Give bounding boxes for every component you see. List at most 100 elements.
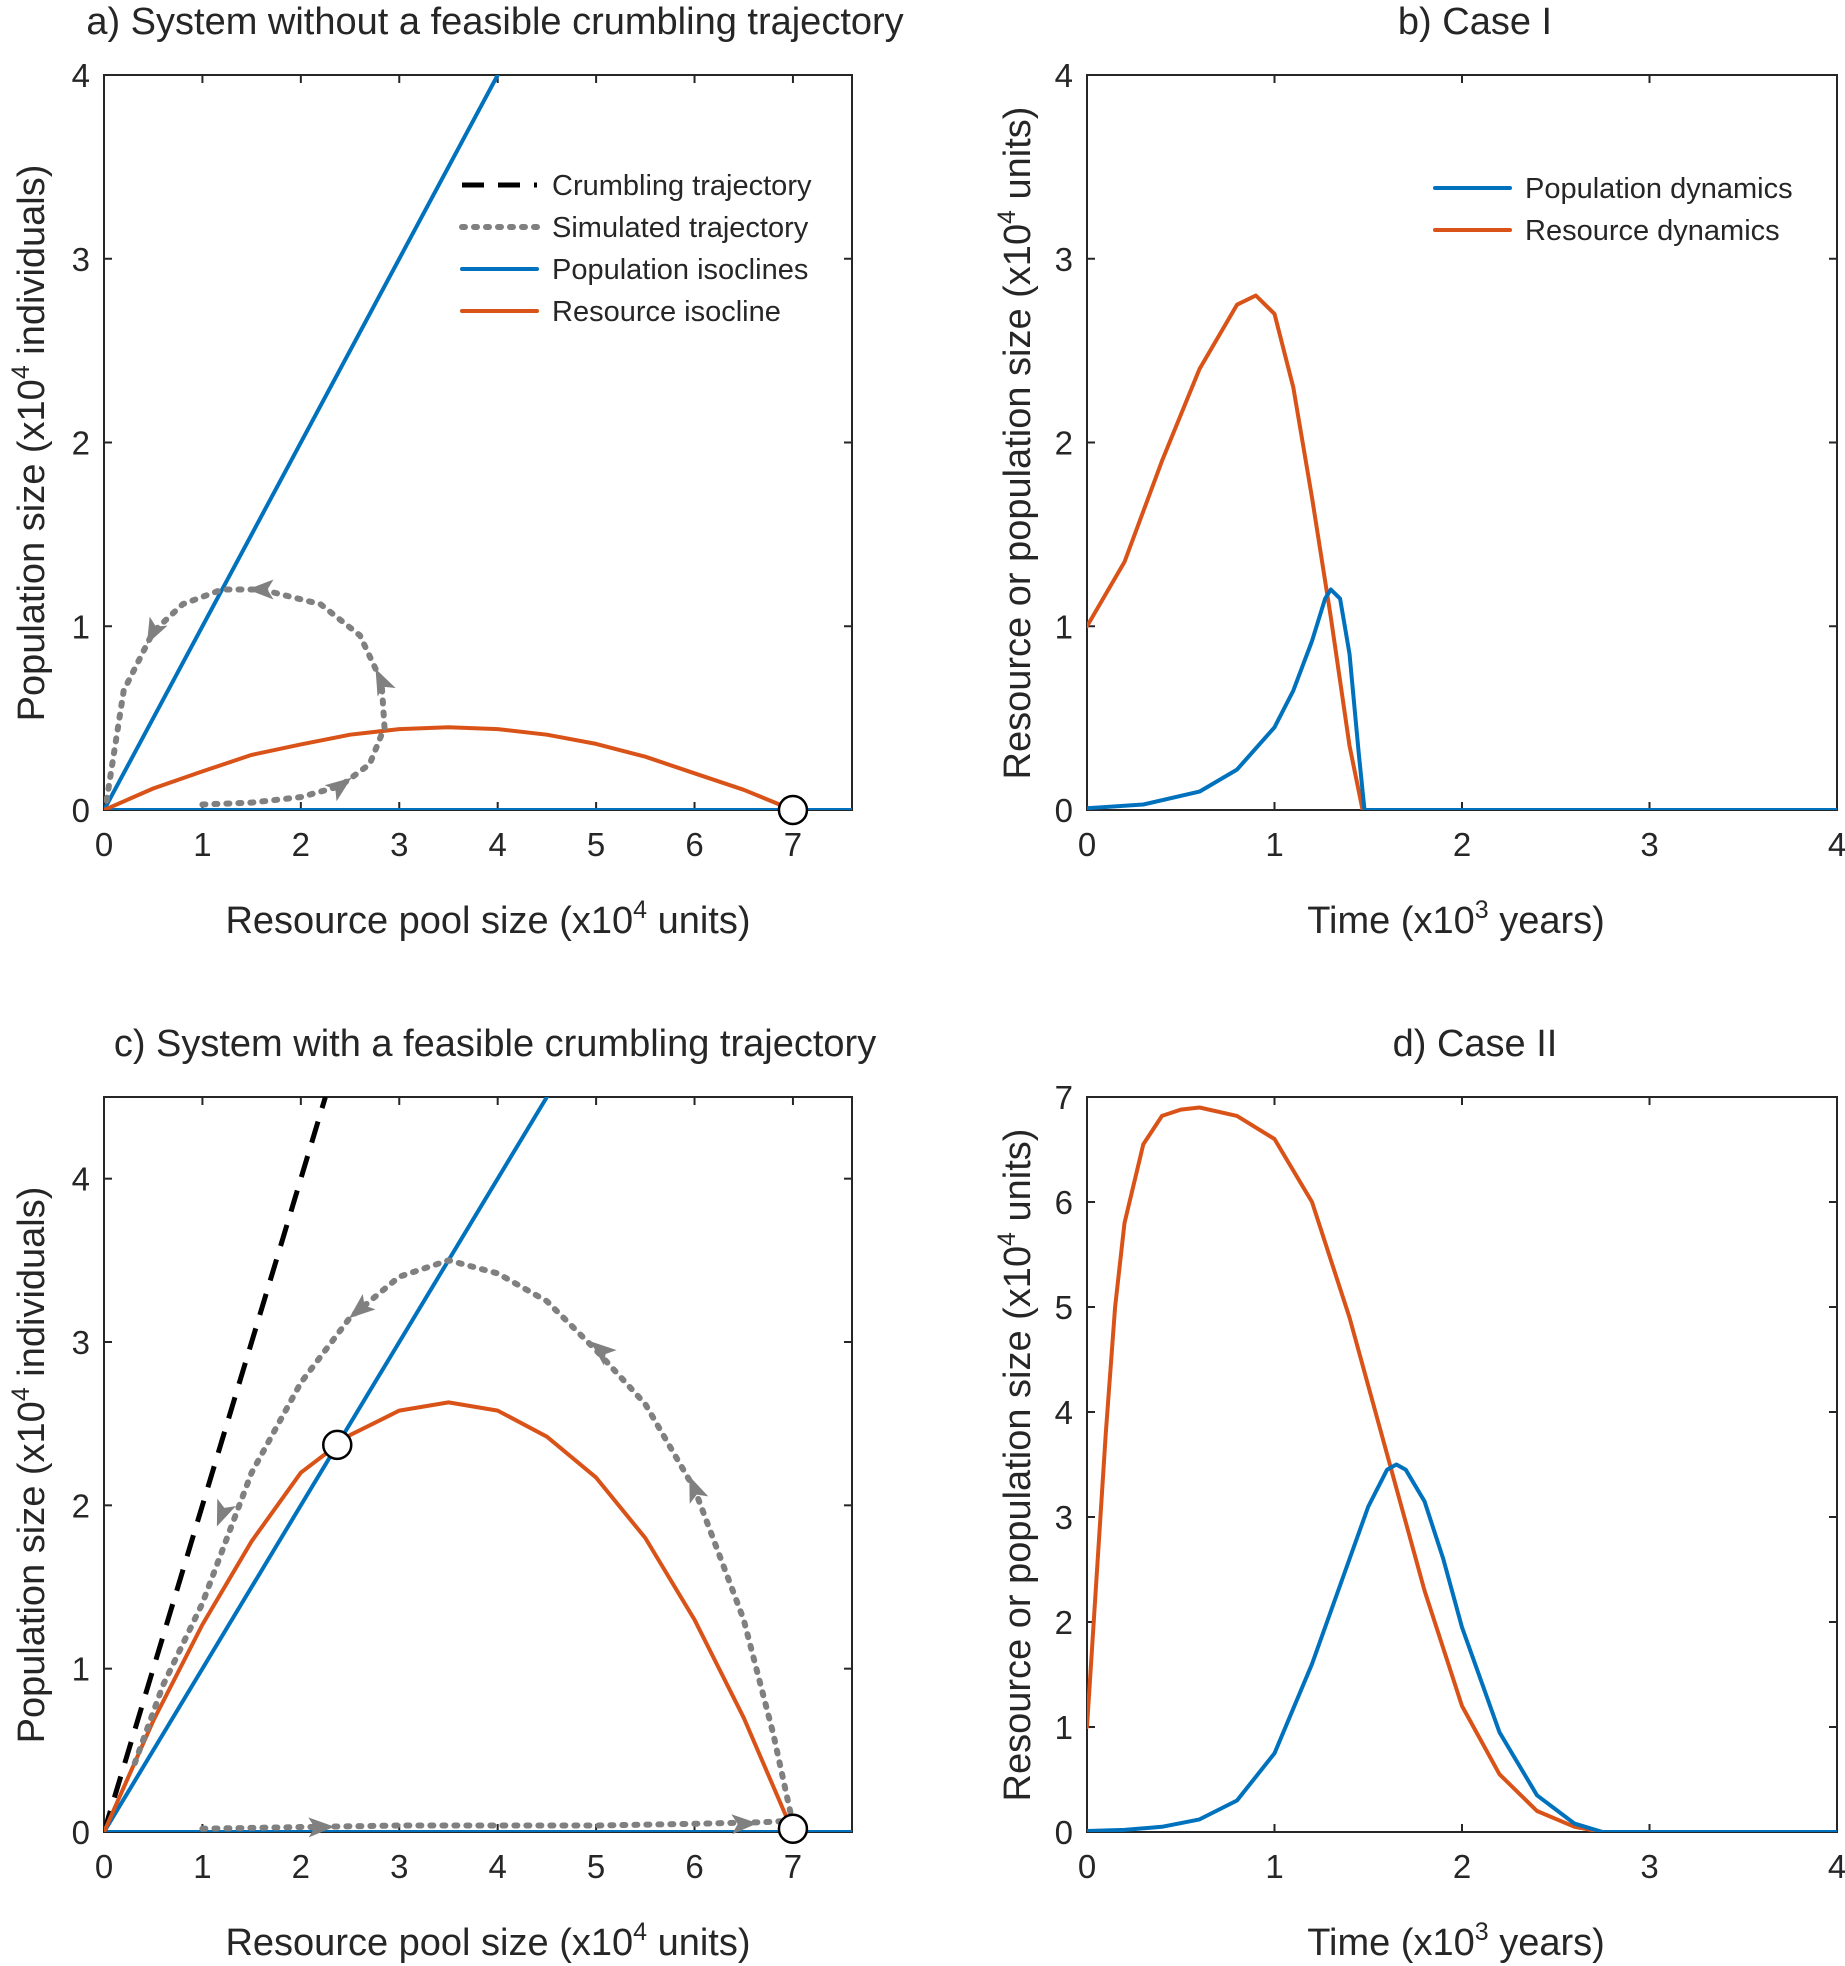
panel-a-xlabel: Resource pool size (x104 units) bbox=[225, 896, 750, 942]
panel-a-legend-label: Crumbling trajectory bbox=[552, 170, 812, 202]
panel-a-series-resource-isocline bbox=[104, 725, 795, 810]
panel-c-xtick-label: 3 bbox=[390, 1848, 408, 1885]
panel-b-xtick-label: 1 bbox=[1265, 826, 1283, 863]
panel-d-data bbox=[1087, 1105, 1837, 1832]
panel-b-ytick-label: 1 bbox=[1055, 608, 1073, 645]
panel-a-ytick-label: 2 bbox=[72, 425, 90, 462]
panel-a-data bbox=[104, 75, 852, 810]
panel-b-ytick-label: 0 bbox=[1055, 792, 1073, 829]
panel-c-axes-box bbox=[103, 1096, 853, 1833]
panel-a-series-population-isoclines-diagonal bbox=[104, 75, 500, 810]
panel-b-legend-label: Resource dynamics bbox=[1525, 215, 1780, 247]
panel-b-legend-label: Population dynamics bbox=[1525, 173, 1793, 205]
panel-d-series-resource-dynamics bbox=[1087, 1105, 1837, 1832]
panel-c-xtick-label: 4 bbox=[489, 1848, 507, 1885]
panel-d-ytick-label: 0 bbox=[1055, 1814, 1073, 1851]
panel-d-xtick-label: 1 bbox=[1265, 1848, 1283, 1885]
panel-d-ytick-label: 5 bbox=[1055, 1289, 1073, 1326]
panel-d-series-population-dynamics bbox=[1087, 1462, 1837, 1832]
panel-c-arrowhead bbox=[590, 1341, 617, 1366]
panel-c-arrowhead bbox=[731, 1814, 758, 1835]
panel-d-ytick-label: 4 bbox=[1055, 1394, 1073, 1431]
panel-a-xtick-label: 7 bbox=[784, 826, 802, 863]
panel-b-xlabel: Time (x103 years) bbox=[1307, 896, 1605, 942]
panel-c-xtick-label: 2 bbox=[292, 1848, 310, 1885]
panel-a-xtick-label: 2 bbox=[292, 826, 310, 863]
panel-a-legend-label: Simulated trajectory bbox=[552, 212, 809, 244]
panel-c-xtick-label: 1 bbox=[193, 1848, 211, 1885]
panel-a-ytick-label: 4 bbox=[72, 57, 90, 94]
panel-b-plot: 0 1 2 3 4 0 1 2 3 4 Population dynamics Resource dy… bbox=[1055, 57, 1845, 863]
panel-b-xtick-label: 3 bbox=[1640, 826, 1658, 863]
panel-a-equilibrium-marker bbox=[777, 794, 809, 826]
panel-a-ytick-label: 1 bbox=[72, 608, 90, 645]
panel-b-xtick-label: 4 bbox=[1828, 826, 1845, 863]
panel-a-xtick-label: 6 bbox=[685, 826, 703, 863]
panel-b-ytick-label: 3 bbox=[1055, 241, 1073, 278]
panel-c-arrowhead bbox=[216, 1498, 236, 1527]
panel-b-series-resource-dynamics bbox=[1087, 293, 1837, 810]
panel-a-legend: Crumbling trajectory Simulated trajectory… bbox=[459, 170, 812, 328]
panel-a-xtick-label: 0 bbox=[95, 826, 113, 863]
panel-b-data bbox=[1087, 293, 1837, 810]
panel-d-plot: 0 1 2 3 4 0 1 2 3 4 5 6 7 bbox=[1055, 1079, 1845, 1885]
panel-a-xtick-label: 5 bbox=[587, 826, 605, 863]
panel-d-ytick-label: 6 bbox=[1055, 1184, 1073, 1221]
panel-b-series-population-dynamics bbox=[1087, 587, 1837, 810]
panel-c-ytick-label: 0 bbox=[72, 1814, 90, 1851]
panel-c-equilibrium-marker bbox=[777, 1813, 809, 1844]
panel-d-title: d) Case II bbox=[1393, 1023, 1558, 1065]
panel-a-ytick-label: 0 bbox=[72, 792, 90, 829]
panel-b-axes-box bbox=[1086, 74, 1838, 811]
panel-c-ylabel: Population size (x104 individuals) bbox=[7, 1187, 53, 1744]
panel-a-xtick-label: 3 bbox=[390, 826, 408, 863]
panel-a-ytick-label: 3 bbox=[72, 241, 90, 278]
panel-d-ytick-label: 7 bbox=[1055, 1079, 1073, 1116]
panel-d-ylabel: Resource or population size (x104 units) bbox=[993, 1129, 1039, 1802]
panel-a-xtick-label: 4 bbox=[489, 826, 507, 863]
panel-a-title: a) System without a feasible crumbling t… bbox=[86, 1, 903, 43]
panel-c-series-population-isoclines-diagonal bbox=[104, 1097, 549, 1832]
panel-c-series-resource-isocline bbox=[104, 1400, 795, 1832]
panel-a-series-simulated-trajectory bbox=[104, 586, 388, 808]
panel-c-series-crumbling-trajectory bbox=[104, 1097, 328, 1832]
panel-d-xtick-label: 2 bbox=[1453, 1848, 1471, 1885]
panel-d-ytick-label: 3 bbox=[1055, 1499, 1073, 1536]
panel-b-ytick-label: 2 bbox=[1055, 425, 1073, 462]
panel-d-ytick-label: 1 bbox=[1055, 1709, 1073, 1746]
panel-d-ytick-label: 2 bbox=[1055, 1604, 1073, 1641]
panel-a-axes-box bbox=[103, 74, 853, 811]
panel-c-xlabel: Resource pool size (x104 units) bbox=[225, 1918, 750, 1964]
panel-a-legend-label: Resource isocline bbox=[552, 296, 781, 328]
panel-b-xtick-label: 0 bbox=[1078, 826, 1096, 863]
panel-c-arrowhead bbox=[349, 1293, 376, 1319]
panel-c-ytick-label: 3 bbox=[72, 1324, 90, 1361]
panel-a-arrowhead bbox=[247, 579, 274, 600]
panel-c-xtick-label: 6 bbox=[685, 1848, 703, 1885]
panel-c-ytick-label: 4 bbox=[72, 1161, 90, 1198]
panel-b-legend: Population dynamics Resource dynamics bbox=[1433, 173, 1793, 247]
panel-d-axes-box bbox=[1086, 1096, 1838, 1833]
panel-c-ytick-label: 1 bbox=[72, 1651, 90, 1688]
panel-a-arrowhead bbox=[375, 668, 396, 697]
panel-a-arrowhead bbox=[324, 777, 352, 802]
panel-c-arrowhead bbox=[308, 1817, 335, 1838]
panel-a-ylabel: Population size (x104 individuals) bbox=[7, 165, 53, 722]
panel-c-ytick-label: 2 bbox=[72, 1487, 90, 1524]
panel-b-title: b) Case I bbox=[1398, 1, 1552, 43]
panel-c-arrowhead bbox=[689, 1476, 709, 1504]
panel-a-arrowhead bbox=[146, 616, 168, 645]
panel-a-legend-label: Population isoclines bbox=[552, 254, 808, 286]
panel-c-title: c) System with a feasible crumbling traj… bbox=[114, 1023, 876, 1065]
panel-c-plot: 0 1 2 3 4 5 6 7 0 1 2 3 4 bbox=[72, 1096, 853, 1885]
panel-c-equilibrium-marker bbox=[322, 1429, 353, 1461]
panel-d-xlabel: Time (x103 years) bbox=[1307, 1918, 1605, 1964]
panel-a-plot: 0 1 2 3 4 5 6 7 0 1 2 3 4 Crumbling trajectory Simulat… bbox=[72, 57, 853, 863]
panel-d-xtick-label: 4 bbox=[1828, 1848, 1845, 1885]
panel-a-xtick-label: 1 bbox=[193, 826, 211, 863]
panel-d-xtick-label: 0 bbox=[1078, 1848, 1096, 1885]
panel-c-xtick-label: 7 bbox=[784, 1848, 802, 1885]
panel-c-series-simulated-trajectory-upper bbox=[130, 1257, 796, 1827]
panel-c-xtick-label: 0 bbox=[95, 1848, 113, 1885]
